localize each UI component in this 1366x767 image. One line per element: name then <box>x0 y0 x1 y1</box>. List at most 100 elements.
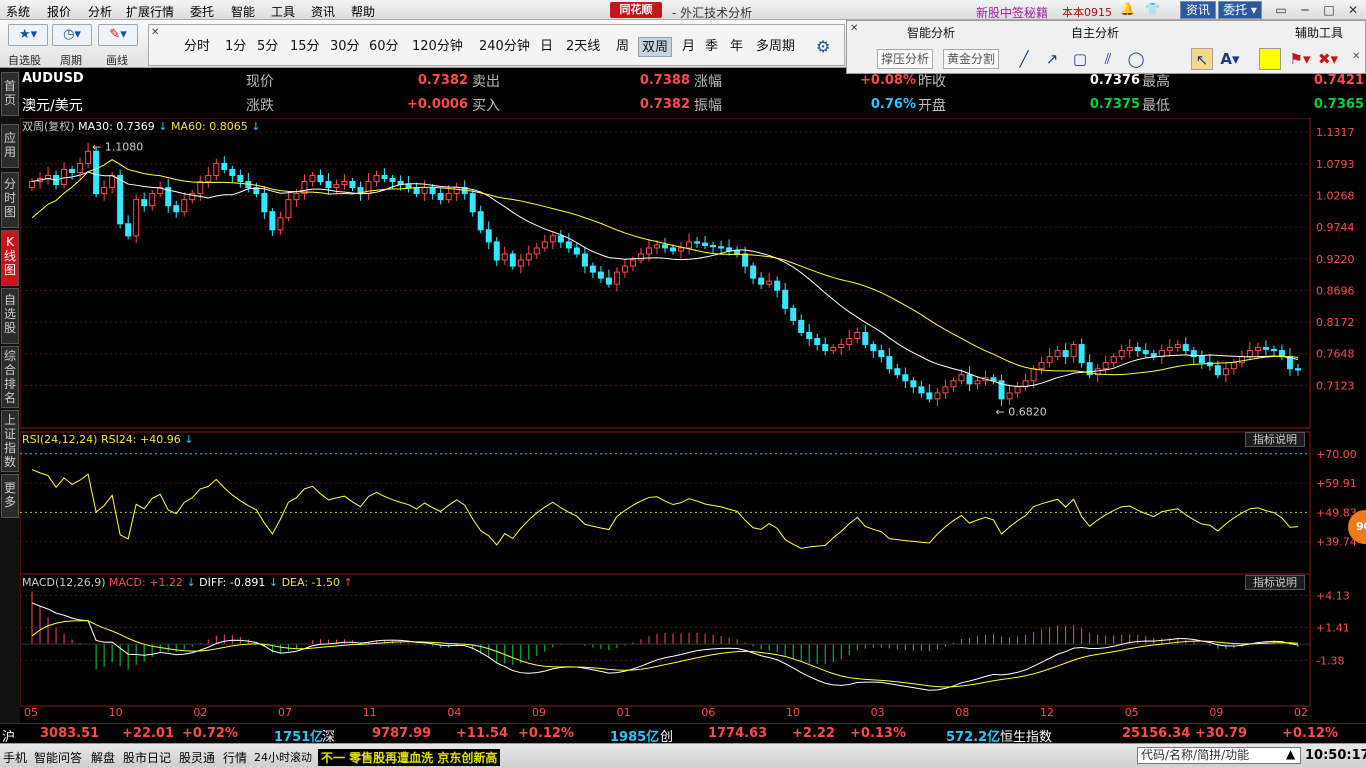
period-season[interactable]: 季 <box>705 39 719 54</box>
account-name[interactable]: 本本0915 <box>1062 6 1112 19</box>
float-badge[interactable]: 90 <box>1348 510 1366 544</box>
bottom-market[interactable]: 行情 <box>223 751 248 765</box>
candle-body <box>253 187 260 195</box>
candle-body <box>605 277 612 285</box>
period-year[interactable]: 年 <box>730 39 744 54</box>
bell-icon[interactable]: 🔔 <box>1120 2 1135 16</box>
delete-icon[interactable]: ✖▾ <box>1317 50 1339 68</box>
kline-y-tick: 0.9744 <box>1316 221 1355 234</box>
close-analysis-icon[interactable]: ✕ <box>850 23 859 34</box>
menu-system[interactable]: 系统 <box>6 5 31 19</box>
kline-chart[interactable]: 1.1317 1.0793 1.0268 0.9744 0.9220 0.8696 0.81… <box>20 118 1366 723</box>
self-analysis-title[interactable]: 自主分析 <box>1071 26 1120 40</box>
ellipse-tool-icon[interactable]: ◯ <box>1127 50 1145 68</box>
watchlist-button[interactable]: ★▾ <box>8 24 48 46</box>
period-2day[interactable]: 2天线 <box>566 39 601 54</box>
trade-button[interactable]: 委托 ▾ <box>1218 1 1262 19</box>
sh-index[interactable]: 3083.51 <box>40 726 100 741</box>
close-icon[interactable]: ✕ <box>1347 3 1359 17</box>
candle-body <box>854 331 861 340</box>
parallel-tool-icon[interactable]: ⫽ <box>1104 50 1112 68</box>
shirt-icon[interactable]: 👕 <box>1145 2 1160 16</box>
side-tab-more[interactable]: 更多 <box>1 474 19 518</box>
period-button[interactable]: ◷▾ <box>52 24 92 46</box>
menu-info[interactable]: 资讯 <box>311 5 336 19</box>
menu-smart[interactable]: 智能 <box>231 5 256 19</box>
support-resistance-button[interactable]: 撑压分析 <box>877 49 934 69</box>
bottom-review[interactable]: 解盘 <box>91 751 116 765</box>
bottom-24h[interactable]: 24小时滚动 <box>254 751 312 764</box>
period-120min[interactable]: 120分钟 <box>412 39 463 54</box>
search-dropdown-icon[interactable]: ▲ <box>1286 747 1296 761</box>
sz-index[interactable]: 9787.99 <box>372 726 432 741</box>
candle-body <box>293 193 300 201</box>
bottom-diary[interactable]: 股市日记 <box>123 751 172 765</box>
sh-change: +22.01 <box>122 726 175 741</box>
arrow-line-icon[interactable]: ↗ <box>1045 50 1059 68</box>
minimize-icon[interactable]: ─ <box>1301 3 1309 17</box>
cy-index[interactable]: 1774.63 <box>708 726 768 741</box>
draw-button[interactable]: ✎▾ <box>98 24 138 46</box>
side-tab-apps[interactable]: 应用 <box>1 124 19 168</box>
news-ticker[interactable]: 不一 零售股再遭血洗 京东创新高 <box>318 749 501 766</box>
menu-analysis[interactable]: 分析 <box>88 5 113 19</box>
rectangle-tool-icon[interactable]: ▢ <box>1072 50 1088 68</box>
bottom-mobile[interactable]: 手机 <box>3 751 28 765</box>
settings-gear-icon[interactable]: ⚙ <box>816 37 831 56</box>
period-month[interactable]: 月 <box>682 39 696 54</box>
period-5min[interactable]: 5分 <box>257 39 279 54</box>
close-period-bar-icon[interactable]: ✕ <box>151 27 160 38</box>
period-240min[interactable]: 240分钟 <box>479 39 530 54</box>
candle-body <box>261 193 268 213</box>
candle-body <box>1118 350 1125 358</box>
side-tab-watchlist[interactable]: 自选股 <box>1 288 19 344</box>
period-multi[interactable]: 多周期 <box>756 39 796 54</box>
rsi-indicator-help-button[interactable]: 指标说明 <box>1245 432 1305 447</box>
news-link[interactable]: 新股中签秘籍 <box>976 6 1049 20</box>
line-tool-icon[interactable]: ╱ <box>1019 50 1029 68</box>
golden-section-button[interactable]: 黄金分割 <box>943 49 1000 69</box>
macd-indicator-help-button[interactable]: 指标说明 <box>1245 575 1305 590</box>
candle-body <box>718 246 725 249</box>
close-tools-icon[interactable]: ✕ <box>1352 51 1361 62</box>
menu-tools[interactable]: 工具 <box>271 5 296 19</box>
menu-quote[interactable]: 报价 <box>47 5 72 19</box>
period-60min[interactable]: 60分 <box>369 39 399 54</box>
bookmark-icon[interactable]: ⚑▾ <box>1289 50 1311 68</box>
period-label: 周期 <box>60 54 82 67</box>
kline-y-tick: 0.7648 <box>1316 348 1355 361</box>
search-input[interactable]: 代码/名称/简拼/功能 <box>1137 747 1301 764</box>
period-timeshare[interactable]: 分时 <box>184 39 211 54</box>
aux-tools-title[interactable]: 辅助工具 <box>1295 26 1344 40</box>
period-biweek[interactable]: 双周 <box>638 37 673 57</box>
side-tab-ranking[interactable]: 综合排名 <box>1 346 19 408</box>
hk-index[interactable]: 25156.34 <box>1122 726 1191 741</box>
period-30min[interactable]: 30分 <box>330 39 360 54</box>
label-low: 最低 <box>1142 98 1170 114</box>
side-tab-sh-index[interactable]: 上证指数 <box>1 410 19 472</box>
menu-trade[interactable]: 委托 <box>190 5 215 19</box>
bottom-gulingtong[interactable]: 股灵通 <box>179 751 216 765</box>
candle-body <box>237 174 244 183</box>
restore-icon[interactable]: ▭ <box>1275 3 1287 17</box>
candle-body <box>381 174 388 179</box>
bottom-qa[interactable]: 智能问答 <box>34 751 83 765</box>
ma30-line <box>31 171 1299 387</box>
menu-help[interactable]: 帮助 <box>351 5 376 19</box>
period-1min[interactable]: 1分 <box>225 39 247 54</box>
side-tab-timeshare[interactable]: 分时图 <box>1 172 19 228</box>
period-day[interactable]: 日 <box>540 39 554 54</box>
candle-body <box>437 193 444 201</box>
maximize-icon[interactable]: □ <box>1323 3 1335 17</box>
menu-ext-quote[interactable]: 扩展行情 <box>126 5 175 19</box>
period-15min[interactable]: 15分 <box>290 39 320 54</box>
cursor-tool-icon[interactable]: ↖ <box>1191 48 1213 70</box>
period-week[interactable]: 周 <box>616 39 630 54</box>
smart-analysis-title[interactable]: 智能分析 <box>907 26 956 40</box>
info-button[interactable]: 资讯 <box>1180 1 1216 19</box>
side-tab-home[interactable]: 首页 <box>1 72 19 116</box>
color-swatch[interactable] <box>1259 48 1281 70</box>
text-tool-icon[interactable]: A▾ <box>1220 50 1240 68</box>
